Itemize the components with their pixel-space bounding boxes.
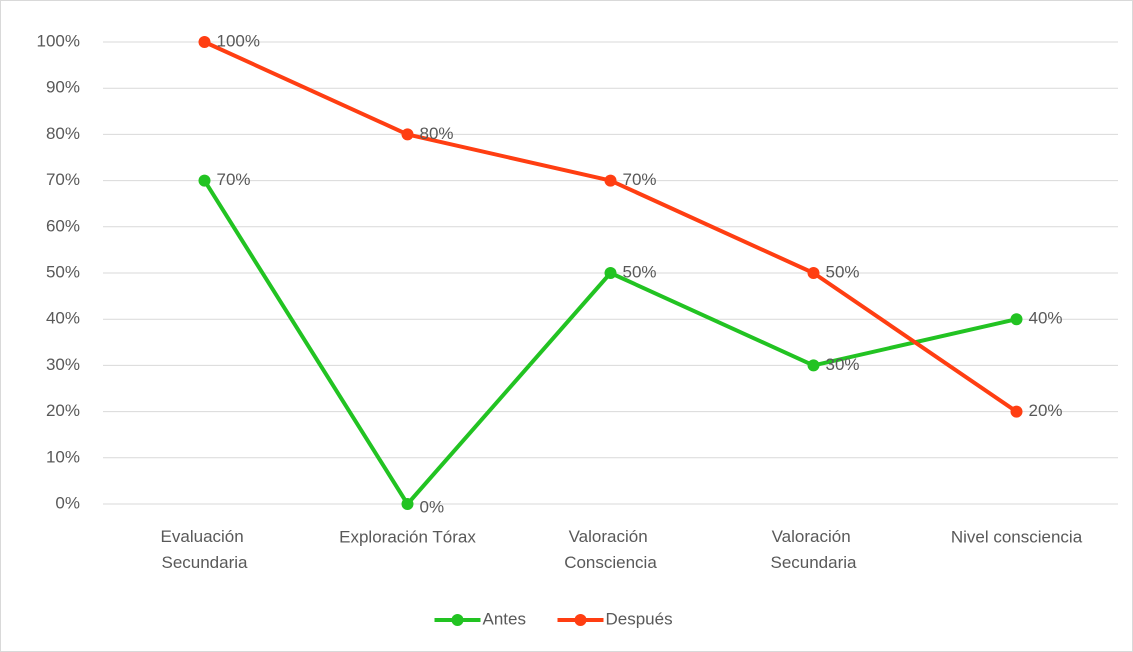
y-tick-label: 20% bbox=[46, 401, 80, 420]
legend-marker bbox=[574, 614, 587, 626]
x-tick-line: Evaluación bbox=[161, 527, 249, 546]
x-tick-label: Evaluación Secundaria bbox=[161, 527, 249, 572]
data-label: 80% bbox=[420, 124, 454, 143]
point bbox=[807, 267, 820, 279]
data-label: 50% bbox=[623, 262, 657, 281]
data-label: 20% bbox=[1029, 401, 1063, 420]
point bbox=[198, 36, 211, 48]
data-label: 100% bbox=[217, 31, 260, 50]
data-label: 0% bbox=[420, 497, 445, 516]
legend-label: Antes bbox=[483, 609, 526, 628]
y-tick-label: 100% bbox=[37, 31, 80, 50]
y-tick-label: 0% bbox=[55, 493, 80, 512]
y-tick-label: 60% bbox=[46, 216, 80, 235]
point bbox=[1010, 313, 1023, 326]
x-tick-line: Secundaria bbox=[770, 553, 857, 572]
x-tick-line: Valoración bbox=[569, 527, 653, 546]
y-tick-label: 50% bbox=[46, 262, 80, 281]
y-tick-label: 10% bbox=[46, 447, 80, 466]
point bbox=[604, 174, 617, 187]
point bbox=[1010, 405, 1023, 418]
point bbox=[604, 267, 617, 279]
x-tick-line: Valoración bbox=[772, 527, 856, 546]
y-tick-label: 80% bbox=[46, 124, 80, 143]
data-label: 50% bbox=[826, 262, 860, 281]
x-tick-label: Valoración Secundaria bbox=[770, 527, 857, 572]
x-tick-line: Secundaria bbox=[161, 553, 248, 572]
y-tick-label: 90% bbox=[46, 78, 80, 97]
point bbox=[401, 498, 414, 510]
x-tick-line: Consciencia bbox=[564, 553, 657, 572]
legend-marker bbox=[451, 614, 464, 626]
point bbox=[401, 128, 414, 141]
data-label: 70% bbox=[623, 170, 657, 189]
point bbox=[198, 174, 211, 187]
y-tick-label: 40% bbox=[46, 309, 80, 328]
y-tick-label: 70% bbox=[46, 170, 80, 189]
x-tick-label: Exploración Tórax bbox=[339, 527, 476, 546]
legend-label: Después bbox=[606, 609, 673, 628]
x-tick-label: Nivel consciencia bbox=[951, 527, 1083, 546]
data-label: 70% bbox=[217, 170, 251, 189]
data-label: 30% bbox=[826, 355, 860, 374]
data-label: 40% bbox=[1029, 309, 1063, 328]
point bbox=[807, 359, 820, 372]
y-tick-label: 30% bbox=[46, 355, 80, 374]
x-tick-label: Valoración Consciencia bbox=[564, 527, 657, 572]
